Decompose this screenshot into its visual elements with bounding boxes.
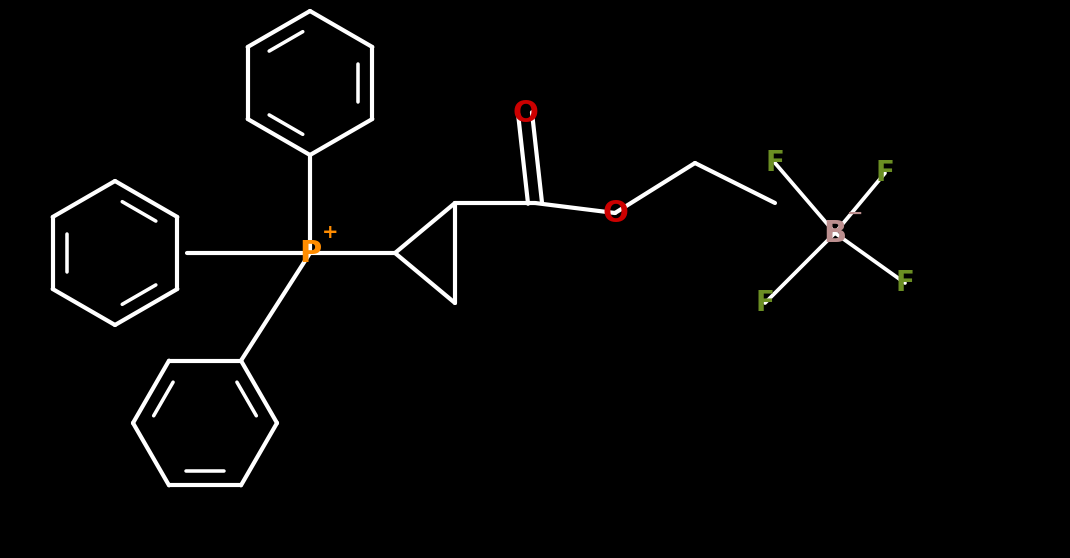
Text: −: − bbox=[846, 204, 863, 223]
Text: P: P bbox=[299, 238, 321, 267]
Text: +: + bbox=[322, 224, 338, 243]
Text: O: O bbox=[513, 99, 538, 127]
Text: F: F bbox=[896, 269, 915, 297]
Text: F: F bbox=[755, 289, 775, 317]
Text: B: B bbox=[824, 219, 846, 248]
Text: O: O bbox=[602, 199, 628, 228]
Text: F: F bbox=[875, 159, 895, 187]
Text: F: F bbox=[765, 149, 784, 177]
